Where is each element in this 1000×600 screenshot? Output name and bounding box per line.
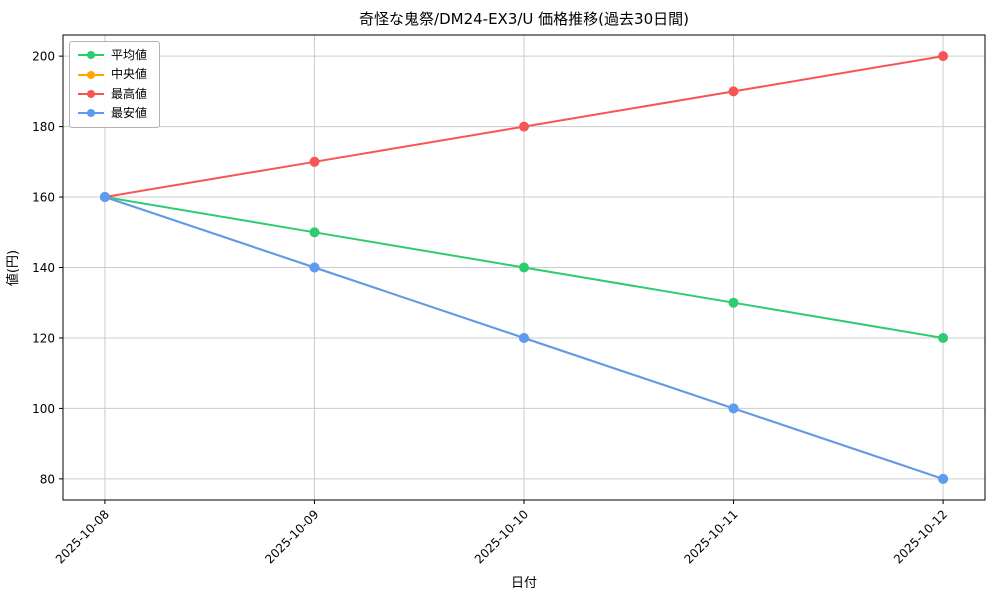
legend-label: 平均値 <box>111 48 148 62</box>
y-tick-label: 80 <box>40 472 55 486</box>
x-tick-label: 2025-10-11 <box>681 507 740 566</box>
legend-line-swatch <box>78 109 104 118</box>
y-axis-label: 値(円) <box>5 250 21 286</box>
y-tick-label: 120 <box>32 331 55 345</box>
x-tick-label: 2025-10-12 <box>891 507 950 566</box>
y-tick-label: 180 <box>32 120 55 134</box>
data-point-最安値 <box>938 473 949 484</box>
legend-marker-dot <box>87 89 95 98</box>
data-point-最高値 <box>309 156 320 167</box>
legend-line-swatch <box>78 89 104 98</box>
data-point-最高値 <box>938 51 949 62</box>
data-point-最安値 <box>99 192 110 202</box>
data-point-平均値 <box>519 262 529 273</box>
legend-item-1: 中央値 <box>78 67 147 81</box>
legend-label: 中央値 <box>111 67 148 82</box>
legend-marker-dot <box>87 70 95 79</box>
legend-label: 最高値 <box>111 86 148 101</box>
data-point-平均値 <box>309 227 320 238</box>
data-point-最安値 <box>519 333 529 343</box>
legend-item-2: 最高値 <box>78 87 147 101</box>
data-point-最高値 <box>728 86 739 97</box>
data-point-最安値 <box>309 262 320 273</box>
chart-legend: 平均値中央値最高値最安値 <box>69 41 161 128</box>
legend-item-0: 平均値 <box>78 48 147 62</box>
legend-line-swatch <box>78 51 104 60</box>
y-tick-label: 100 <box>32 402 55 416</box>
data-point-平均値 <box>728 297 739 308</box>
x-tick-label: 2025-10-09 <box>262 507 321 566</box>
chart-title: 奇怪な鬼祭/DM24-EX3/U 価格推移(過去30日間) <box>359 10 689 28</box>
legend-marker-dot <box>87 109 95 118</box>
legend-label: 最安値 <box>111 106 148 121</box>
x-axis-label: 日付 <box>511 576 537 591</box>
x-tick-label: 2025-10-10 <box>472 507 531 566</box>
y-tick-label: 200 <box>32 50 55 64</box>
legend-item-3: 最安値 <box>78 106 147 120</box>
y-tick-label: 140 <box>32 261 55 275</box>
legend-line-swatch <box>78 70 104 79</box>
x-tick-label: 2025-10-08 <box>53 507 112 566</box>
data-point-平均値 <box>938 333 949 343</box>
chart-plot-area: 80 100 120 140 160 180 200 2025-10-08 2025-10-09… <box>32 34 986 566</box>
y-tick-label: 160 <box>32 191 55 205</box>
legend-marker-dot <box>87 51 95 60</box>
data-point-最高値 <box>519 121 529 132</box>
data-point-最安値 <box>728 403 739 414</box>
